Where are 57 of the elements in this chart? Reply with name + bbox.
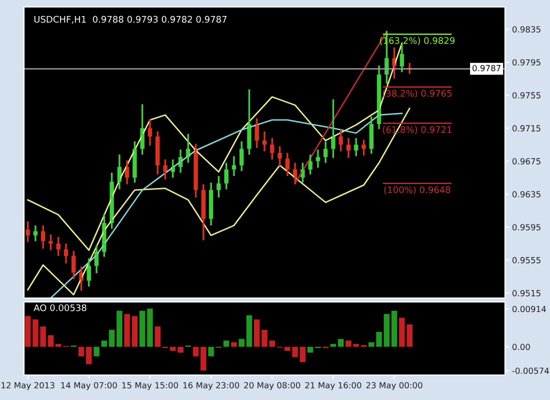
bar	[391, 310, 398, 347]
bar	[384, 314, 390, 347]
bar	[353, 344, 359, 347]
bar	[208, 346, 214, 356]
bar	[307, 346, 314, 353]
ref-line-label: (100%) 0.9648	[384, 186, 450, 194]
bar	[192, 346, 199, 356]
chart-title: AO 0.00538	[34, 304, 86, 312]
bar	[170, 346, 176, 351]
y-tick-label: 0.9715	[512, 125, 540, 132]
bar	[101, 340, 108, 347]
bar	[269, 340, 275, 347]
bar	[154, 326, 160, 347]
bar	[178, 346, 184, 353]
x-tick-label: 23 May 00:00	[366, 382, 422, 390]
x-tick-label: 15 May 15:00	[122, 382, 178, 390]
bar	[124, 314, 130, 347]
y-tick-label: 0.9555	[512, 257, 540, 264]
y-tick-label: -0.00574	[512, 368, 549, 374]
bar	[86, 346, 92, 364]
y-tick-label: 0.9515	[512, 290, 540, 296]
text: USDCHF,H1 0.9788 0.9793 0.9782 0.9787	[34, 16, 227, 24]
x-tick-label: 14 May 07:00	[61, 382, 117, 390]
bar	[116, 310, 122, 347]
bar	[24, 316, 31, 347]
ref-line-label: 0.9787	[472, 64, 500, 72]
bar	[300, 346, 306, 362]
bar	[94, 346, 100, 356]
bar	[338, 338, 344, 347]
y-tick-label: 0.9595	[512, 224, 540, 230]
x-tick-label: 21 May 16:00	[305, 382, 362, 390]
bar	[231, 342, 237, 347]
bar	[139, 310, 146, 347]
bar	[200, 346, 206, 370]
bar	[108, 330, 115, 347]
bar	[262, 330, 268, 347]
y-tick-label: 0.00	[512, 344, 530, 350]
bar	[147, 308, 153, 347]
bar	[346, 340, 352, 347]
y-tick-label: 0.00914	[512, 306, 546, 312]
y-tick-label: 0.9675	[512, 158, 540, 164]
bar	[246, 315, 252, 347]
bar	[238, 338, 244, 347]
x-tick-label: 16 May 23:00	[183, 382, 240, 390]
bar	[48, 335, 54, 347]
bar	[223, 340, 230, 347]
x-tick-label: 12 May 2013	[2, 382, 54, 390]
bar	[55, 344, 62, 347]
x-tick-label: 20 May 08:00	[244, 382, 300, 390]
y-tick-label: 0.9835	[512, 26, 540, 33]
bar	[254, 319, 260, 347]
y-tick-label: 0.9635	[512, 191, 540, 198]
y-tick-label: 0.9795	[512, 59, 540, 66]
bar	[78, 346, 84, 356]
bar	[330, 344, 336, 347]
y-tick-label: 0.9755	[512, 92, 540, 98]
bar	[132, 316, 138, 347]
